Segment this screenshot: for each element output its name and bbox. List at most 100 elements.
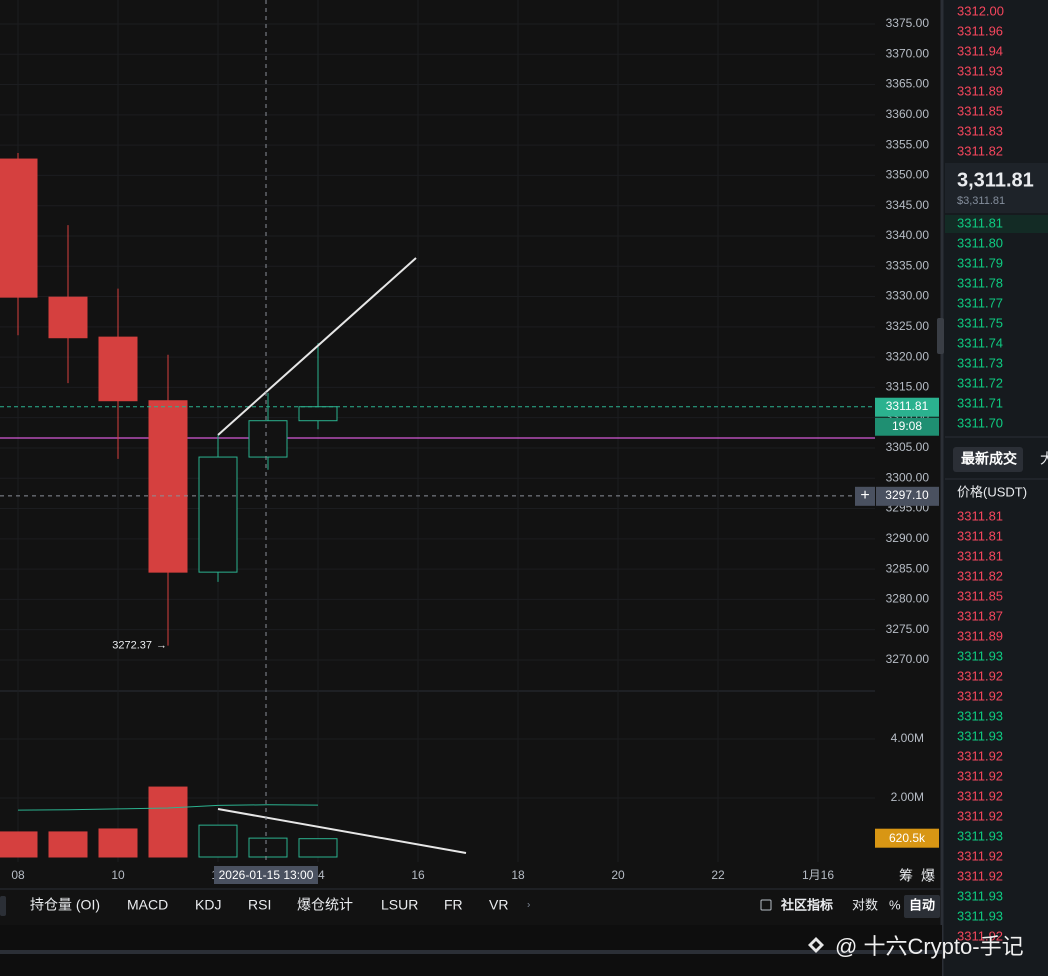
tab-cutoff[interactable] [0,896,6,916]
axes: 3270.003275.003280.003285.003290.003295.… [11,16,939,884]
trade-price: 3311.93 [957,828,1003,843]
volume-label: 620.5k [889,831,926,845]
trade-price: 3311.93 [957,708,1003,723]
resize-handle[interactable] [937,318,944,354]
trade-price: 3311.93 [957,888,1003,903]
indicator-tab[interactable]: LSUR [381,897,418,913]
trades-tab[interactable]: 最新成交 [961,451,1017,467]
trade-price: 3311.92 [957,668,1003,683]
volume-ma-line [17,804,319,811]
trade-price: 3311.92 [957,928,1003,943]
y-tick-label: 3365.00 [886,77,930,91]
y-tick-label: 3335.00 [886,258,930,272]
book-last-price: 3,311.81 [957,169,1034,191]
auto-button[interactable]: 自动 [909,897,935,912]
crosshair-price-tag [876,486,939,506]
indicator-tab[interactable]: RSI [248,897,271,913]
bid-price: 3311.81 [957,215,1003,230]
trades-tab-2[interactable]: 大 [1040,451,1048,467]
bid-price: 3311.78 [957,275,1003,290]
community-icon[interactable] [760,899,772,911]
candle-body [0,158,38,298]
x-tick-label: 16 [411,868,425,882]
y-tick-label: 3330.00 [886,289,930,303]
last-price-label: 3311.81 [886,399,929,413]
candle-body [298,406,338,422]
y-tick-label: 3280.00 [886,592,930,606]
y-tick-label: 3300.00 [886,470,930,484]
y-tick-label: 2.00M [891,790,924,804]
x-tick-label: 08 [11,868,25,882]
y-tick-label: 3290.00 [886,531,930,545]
candle-body [248,420,288,458]
trade-price: 3311.92 [957,868,1003,883]
ask-price: 3311.83 [957,123,1003,138]
volume-tag [875,828,939,848]
candles: 3272.37 → [0,152,875,858]
bid-price: 3311.72 [957,375,1003,390]
y-tick-label: 3370.00 [886,46,930,60]
y-tick-label: 3315.00 [886,380,930,394]
trade-price: 3311.81 [957,548,1003,563]
indicator-tab[interactable]: VR [489,897,508,913]
ask-price: 3311.96 [957,23,1003,38]
volume-bar [248,837,288,858]
ask-price: 3311.93 [957,63,1003,78]
trade-price: 3311.92 [957,748,1003,763]
volume-bar [48,831,88,858]
candle-body [198,456,238,573]
countdown-tag [875,417,939,436]
crosshair-time-label: 2026-01-15 13:00 [219,868,314,882]
percent-button[interactable]: % [889,897,901,912]
trend-line[interactable] [217,257,417,436]
trade-price: 3311.92 [957,688,1003,703]
last-price-box [945,163,1048,213]
volume-bar [148,786,188,858]
watermark-logo [808,937,824,953]
trades-tab-bg[interactable] [953,447,1023,472]
indicator-tab[interactable]: MACD [127,897,168,913]
y-tick-label: 3355.00 [886,137,930,151]
trend-line[interactable] [217,808,467,854]
log-button[interactable]: 对数 [852,897,878,912]
indicator-tab[interactable]: 持仓量 (OI) [30,897,100,913]
x-tick-label: 18 [511,868,525,882]
y-tick-label: 3270.00 [886,652,930,666]
bid-price: 3311.75 [957,315,1003,330]
watermark-text: @ 十六Crypto-手记 [835,934,1024,959]
auto-bg[interactable] [904,895,940,918]
tabs-more[interactable]: › [527,900,530,911]
trade-price: 3311.82 [957,568,1003,583]
volume-bar [0,831,38,858]
book-last-usd: $3,311.81 [957,195,1005,207]
trade-price: 3311.87 [957,608,1003,623]
indicator-tab[interactable]: KDJ [195,897,221,913]
bid-highlight [945,215,1048,233]
bid-price: 3311.80 [957,235,1003,250]
trade-price: 3311.81 [957,528,1003,543]
candle-body [48,296,88,339]
y-tick-label: 3325.00 [886,319,930,333]
watermark: @ 十六Crypto-手记 [808,934,1024,959]
crosshair-add[interactable] [855,486,875,506]
toolbar: 持仓量 (OI) MACD KDJ RSI 爆仓统计 LSUR FR VR › 社区指标 对数% 自动 [0,895,940,918]
axis-button[interactable]: 爆 [921,868,935,884]
axis-button[interactable]: 筹 [899,868,913,884]
trades-header: 价格(USDT) [957,484,1027,499]
countdown-label: 19:08 [892,419,922,433]
bid-price: 3311.79 [957,255,1003,270]
low-arrow: → [156,640,167,652]
community-button[interactable]: 社区指标 [780,897,833,912]
bid-price: 3311.77 [957,295,1003,310]
trade-price: 3311.85 [957,588,1003,603]
indicator-tab[interactable]: FR [444,897,463,913]
y-tick-label: 3305.00 [886,440,930,454]
indicator-tab[interactable]: 爆仓统计 [297,897,353,913]
trade-price: 3311.92 [957,768,1003,783]
bid-price: 3311.74 [957,335,1003,350]
grid [0,0,875,862]
low-annotation: 3272.37 [112,640,152,652]
crosshair-add-icon[interactable]: + [860,487,869,504]
x-tick-label: 10 [111,868,125,882]
trade-price: 3311.92 [957,848,1003,863]
